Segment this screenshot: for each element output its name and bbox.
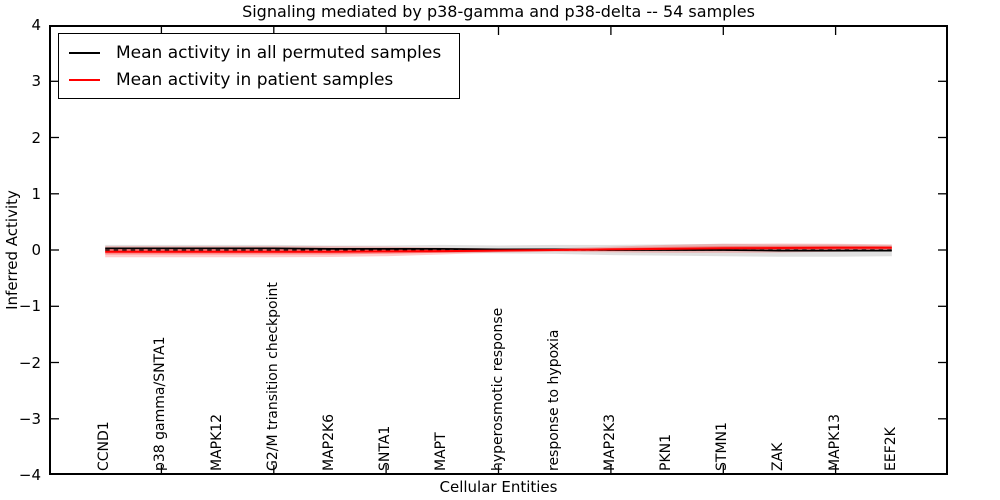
legend: Mean activity in all permuted samples Me… (58, 33, 461, 99)
x-tick-label: PKN1 (658, 433, 675, 471)
y-tick-label: 1 (31, 184, 41, 203)
x-tick-label: G2/M transition checkpoint (264, 282, 281, 471)
y-tick-label: −1 (18, 297, 41, 316)
y-tick-label: −2 (18, 353, 41, 372)
permuted-mean-line (105, 247, 892, 252)
x-tick-label: CCND1 (96, 421, 113, 471)
legend-label-permuted: Mean activity in all permuted samples (116, 42, 442, 63)
chart-title: Signaling mediated by p38-gamma and p38-… (242, 2, 755, 21)
x-axis-label: Cellular Entities (439, 478, 558, 496)
plot-area (49, 25, 948, 475)
x-tick-label: hyperosmotic response (489, 307, 506, 471)
y-tick-label: −3 (18, 409, 41, 428)
x-tick-label: ZAK (770, 442, 787, 471)
x-tick-label: MAPK12 (208, 413, 225, 471)
y-tick-label: 2 (31, 128, 41, 147)
x-tick-label: SNTA1 (377, 425, 394, 471)
legend-line-patient-icon (69, 78, 100, 81)
y-tick-label: −4 (18, 466, 41, 484)
x-tick-label: STMN1 (714, 422, 731, 471)
y-tick-label: 3 (31, 72, 41, 91)
legend-item-permuted: Mean activity in all permuted samples (69, 39, 441, 66)
x-tick-label: MAP2K3 (601, 413, 618, 471)
x-tick-label: EEF2K (882, 427, 899, 471)
x-tick-label: response to hypoxia (545, 329, 562, 471)
x-tick-label: MAPT (433, 432, 450, 471)
x-tick-label: MAPK13 (826, 413, 843, 471)
patient-mean-line (105, 246, 892, 253)
y-tick-label: 4 (31, 16, 41, 34)
x-tick-label: MAP2K6 (320, 413, 337, 471)
x-tick-label: p38 gamma/SNTA1 (152, 336, 169, 472)
legend-item-patient: Mean activity in patient samples (69, 66, 441, 93)
legend-line-permuted-icon (69, 51, 100, 54)
y-tick-label: 0 (31, 241, 41, 259)
plot-frame (49, 25, 948, 475)
legend-label-patient: Mean activity in patient samples (116, 69, 394, 90)
